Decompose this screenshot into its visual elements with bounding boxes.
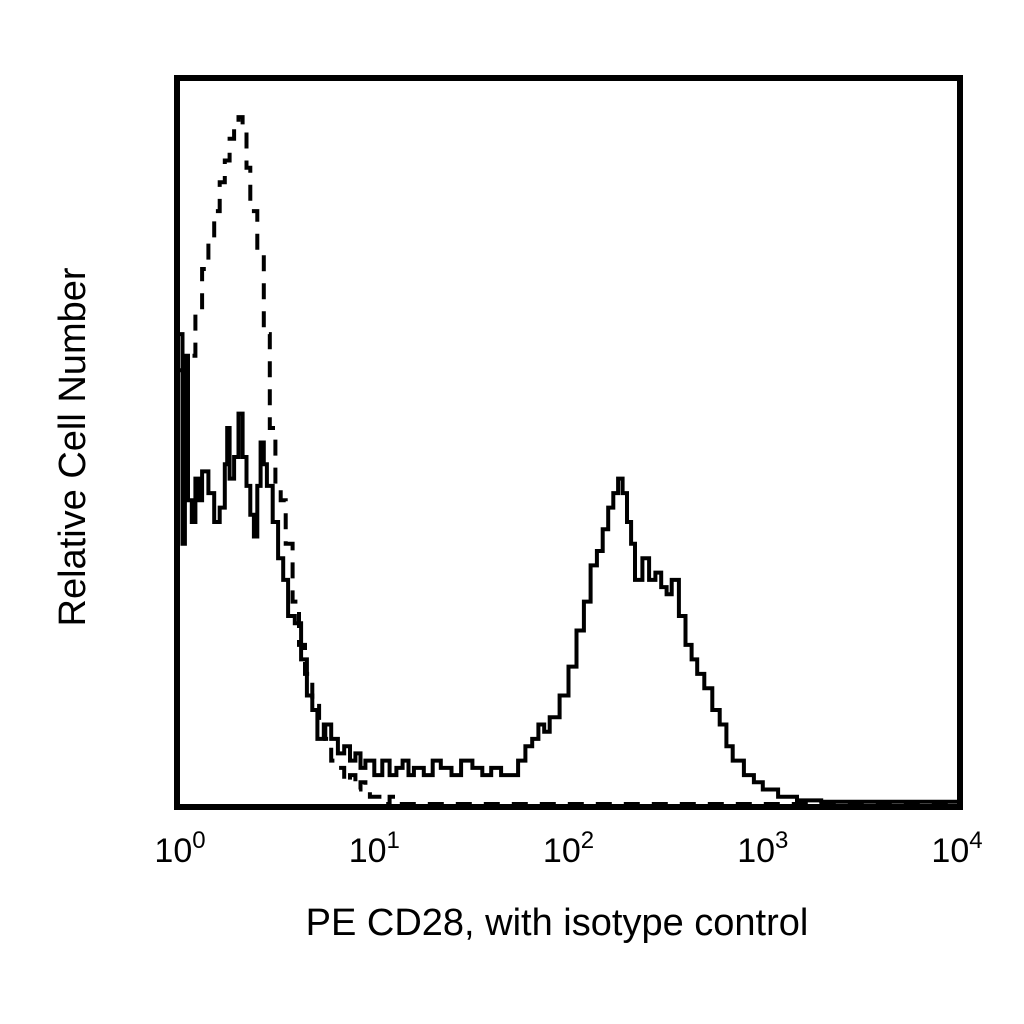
x-tick-label: 103 — [737, 827, 788, 870]
x-tick-label: 100 — [154, 827, 205, 870]
y-axis-label: Relative Cell Number — [52, 267, 94, 626]
x-tick-label: 102 — [543, 827, 594, 870]
isotype-control-histogram-line — [180, 115, 957, 806]
plot-curves — [180, 115, 957, 806]
plot-frame — [174, 75, 963, 810]
x-axis-label: PE CD28, with isotype control — [306, 902, 809, 944]
x-tick-labels: 100 101 102 103 104 — [154, 827, 982, 870]
x-tick-label: 104 — [931, 827, 982, 870]
x-tick-label: 101 — [349, 827, 400, 870]
pe-cd28-histogram-line — [180, 332, 957, 804]
